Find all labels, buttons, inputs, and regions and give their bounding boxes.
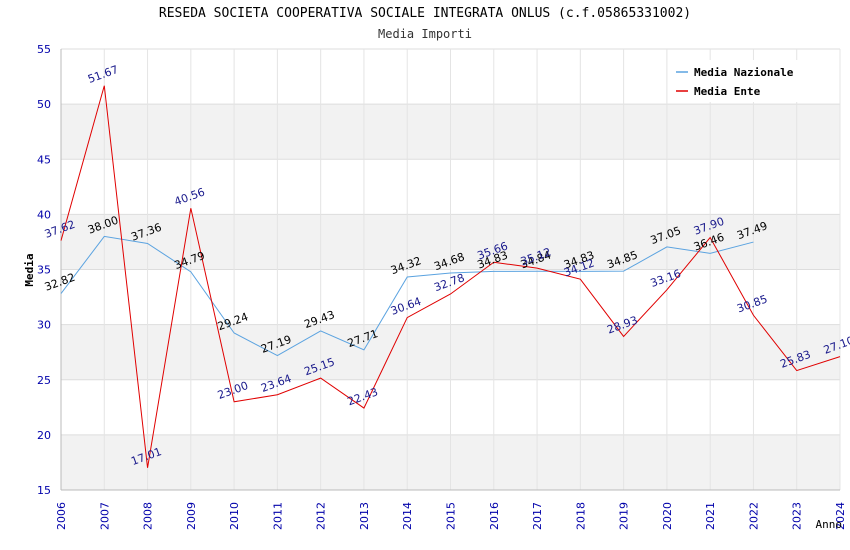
y-tick-label: 35 bbox=[37, 264, 51, 277]
x-tick-label: 2020 bbox=[661, 502, 674, 530]
y-tick-label: 40 bbox=[37, 208, 51, 221]
x-tick-label: 2011 bbox=[271, 502, 284, 530]
y-tick-label: 20 bbox=[37, 429, 51, 442]
x-tick-label: 2010 bbox=[228, 502, 241, 530]
legend-label: Media Nazionale bbox=[694, 66, 794, 79]
x-tick-label: 2016 bbox=[488, 502, 501, 530]
x-tick-label: 2022 bbox=[747, 502, 760, 530]
y-tick-label: 50 bbox=[37, 98, 51, 111]
x-tick-label: 2019 bbox=[618, 502, 631, 530]
x-tick-label: 2018 bbox=[574, 502, 587, 530]
x-tick-label: 2014 bbox=[401, 502, 414, 530]
chart-title: RESEDA SOCIETA COOPERATIVA SOCIALE INTEG… bbox=[158, 6, 692, 21]
x-tick-label: 2006 bbox=[55, 502, 68, 530]
x-tick-label: 2021 bbox=[704, 502, 717, 530]
series-line-nazionale bbox=[60, 235, 754, 357]
x-tick-label: 2024 bbox=[834, 502, 847, 530]
y-tick-label: 15 bbox=[37, 484, 51, 497]
legend-label: Media Ente bbox=[694, 85, 761, 98]
x-tick-label: 2009 bbox=[185, 502, 198, 530]
x-tick-label: 2023 bbox=[791, 502, 804, 530]
x-tick-label: 2015 bbox=[445, 502, 458, 530]
x-tick-label: 2013 bbox=[358, 502, 371, 530]
chart-subtitle: Media Importi bbox=[378, 27, 472, 41]
x-axis-title: Anno bbox=[816, 518, 843, 531]
x-tick-label: 2007 bbox=[98, 502, 111, 530]
x-tick-label: 2012 bbox=[315, 502, 328, 530]
series-line-ente bbox=[60, 85, 841, 468]
y-tick-label: 55 bbox=[37, 43, 51, 56]
x-tick-label: 2008 bbox=[142, 502, 155, 530]
y-tick-label: 30 bbox=[37, 319, 51, 332]
y-axis-title: Media bbox=[23, 253, 36, 286]
y-tick-label: 45 bbox=[37, 153, 51, 166]
legend-box bbox=[670, 60, 810, 102]
x-tick-label: 2017 bbox=[531, 502, 544, 530]
y-tick-label: 25 bbox=[37, 374, 51, 387]
